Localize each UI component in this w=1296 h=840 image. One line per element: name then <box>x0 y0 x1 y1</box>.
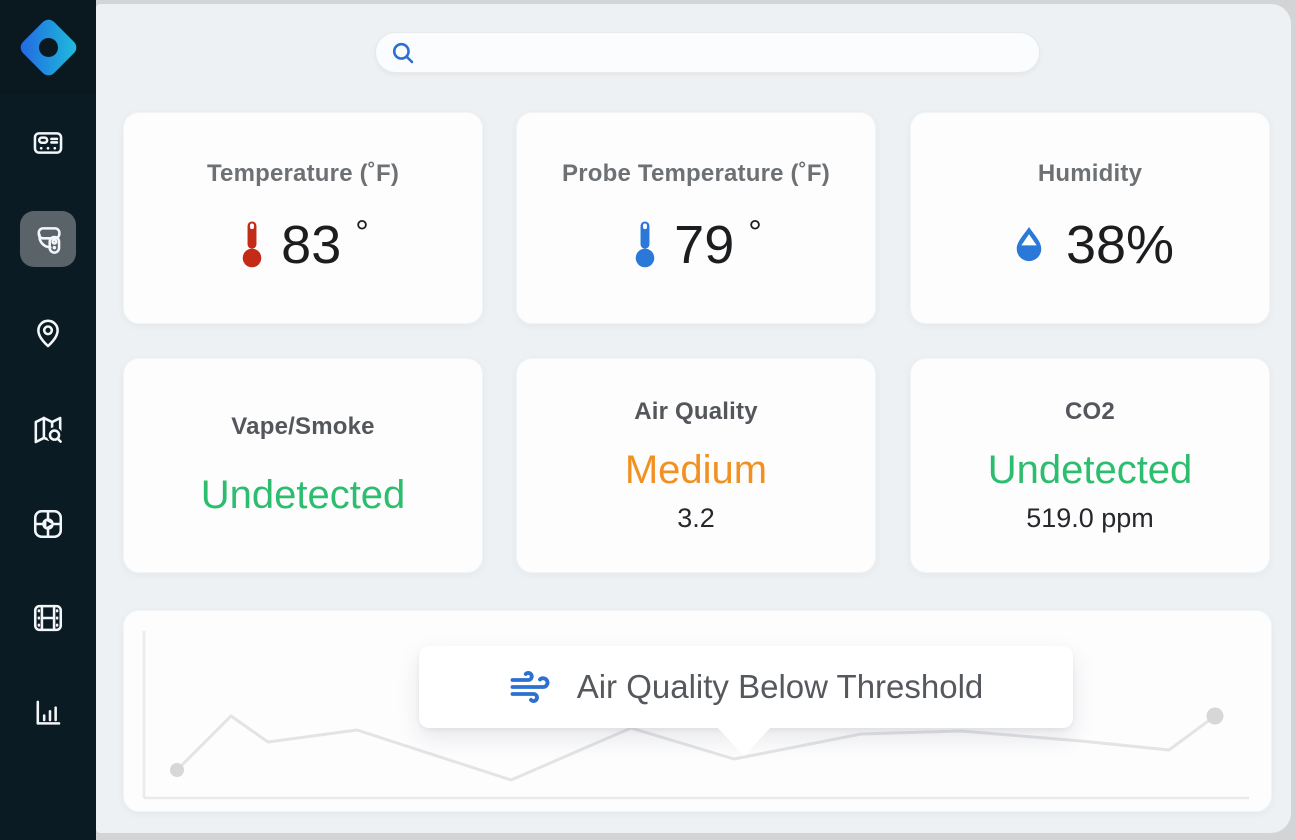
co2-reading: 519.0 ppm <box>1026 502 1154 533</box>
sidebar <box>0 0 96 840</box>
probe-temperature-unit: ° <box>748 213 762 252</box>
humidity-card-title: Humidity <box>1037 160 1143 187</box>
temperature-unit: ° <box>355 213 369 252</box>
co2-card-title: CO2 <box>1065 397 1115 425</box>
history-chart-card: Air Quality Below Threshold <box>123 610 1272 812</box>
diamond-logo-icon <box>20 19 77 76</box>
video-grid-play-icon <box>33 509 63 539</box>
sidebar-item-video-wall[interactable] <box>20 496 76 552</box>
air-quality-status: Medium <box>624 447 768 492</box>
sensor-device-icon <box>37 227 61 254</box>
sparkline-start-dot <box>170 763 184 777</box>
temperature-card: Temperature (˚F) 83 ° <box>123 112 483 324</box>
probe-temperature-value: 79 <box>674 215 735 275</box>
sparkline-end-dot <box>1206 707 1224 725</box>
device-panel-icon <box>33 132 63 154</box>
air-quality-reading: 3.2 <box>677 502 715 533</box>
probe-temperature-card-title: Probe Temperature (˚F) <box>562 160 830 187</box>
vape-smoke-card-title: Vape/Smoke <box>231 413 375 440</box>
alert-tooltip-label: Air Quality Below Threshold <box>576 668 984 705</box>
thermometer-blue-icon <box>635 221 655 268</box>
search-input[interactable] <box>426 42 1025 63</box>
wind-icon <box>510 671 550 703</box>
sidebar-item-recordings[interactable] <box>20 590 76 646</box>
sparkline <box>142 631 1249 800</box>
probe-temperature-card: Probe Temperature (˚F) 79 ° <box>516 112 876 324</box>
sidebar-item-analytics[interactable] <box>20 685 76 741</box>
sidebar-item-location[interactable] <box>20 305 76 361</box>
vape-smoke-card: Vape/Smoke Undetected <box>123 358 483 573</box>
co2-card: CO2 Undetected 519.0 ppm <box>910 358 1270 573</box>
thermometer-red-icon <box>242 221 262 268</box>
vape-smoke-status: Undetected <box>200 473 406 517</box>
air-quality-alert-tooltip: Air Quality Below Threshold <box>419 646 1073 756</box>
sparkline-path <box>175 714 1217 782</box>
sidebar-item-device-panel[interactable] <box>20 115 76 171</box>
humidity-card: Humidity 38% <box>910 112 1270 324</box>
sidebar-item-map-search[interactable] <box>20 402 76 458</box>
temperature-value: 83 <box>281 215 342 275</box>
app-logo[interactable] <box>0 0 96 94</box>
search-icon <box>392 42 414 63</box>
map-search-icon <box>34 416 63 444</box>
film-strip-icon <box>33 604 63 632</box>
air-quality-card-title: Air Quality <box>634 397 758 425</box>
temperature-card-title: Temperature (˚F) <box>206 160 400 187</box>
bar-chart-icon <box>36 700 61 725</box>
sidebar-item-sensor-device[interactable] <box>20 211 76 267</box>
co2-status: Undetected <box>987 447 1193 492</box>
location-pin-icon <box>37 319 59 348</box>
water-drop-icon <box>1016 226 1042 262</box>
humidity-value: 38% <box>1065 215 1175 275</box>
search-bar <box>375 32 1040 73</box>
air-quality-card: Air Quality Medium 3.2 <box>516 358 876 573</box>
